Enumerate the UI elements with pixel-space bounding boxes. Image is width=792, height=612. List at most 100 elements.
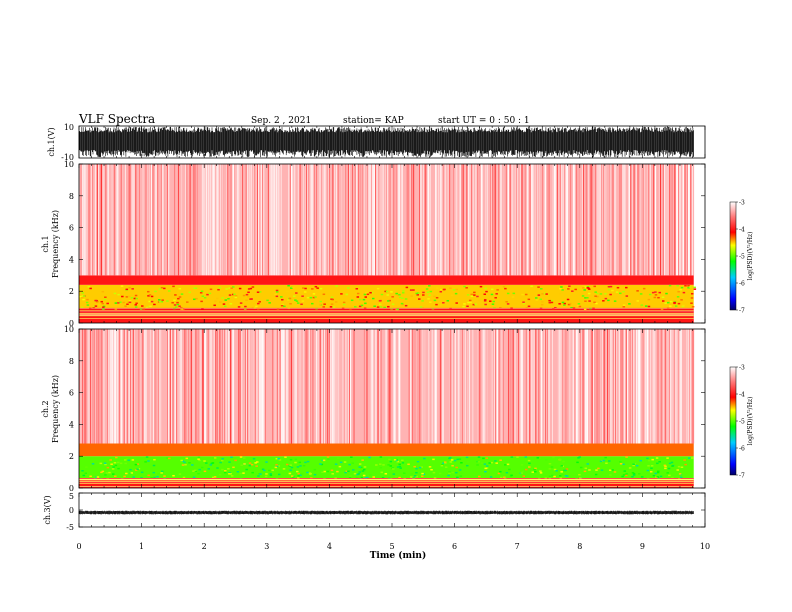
spectrogram-streak <box>645 329 647 444</box>
spectrogram-speckle <box>254 462 257 464</box>
spectrogram-speckle <box>378 300 382 302</box>
spectrogram-speckle <box>234 296 238 299</box>
spectrogram-speckle <box>527 298 531 301</box>
spectrogram-speckle <box>157 473 160 475</box>
spectrogram-streak <box>321 164 323 276</box>
spectrogram-streak <box>564 329 566 444</box>
spectrogram-speckle <box>217 288 220 291</box>
spectrogram-streak <box>372 329 374 444</box>
spectrogram-streak <box>186 164 188 276</box>
spectrogram-streak <box>608 329 610 444</box>
spectrogram-streak <box>574 329 576 444</box>
spectrogram-streak <box>188 329 189 444</box>
spectrogram-streak <box>375 164 377 276</box>
spectrogram-speckle <box>595 469 598 471</box>
spectrogram-streak <box>667 329 670 444</box>
spectrogram-speckle <box>100 471 103 474</box>
spectrogram-streak <box>529 329 530 444</box>
spectrogram-streak <box>154 164 157 276</box>
spectrogram-speckle <box>439 290 443 293</box>
spectrogram-streak <box>145 329 147 444</box>
spectrogram-streak <box>379 329 381 444</box>
waveform-ch3-frame <box>78 492 706 528</box>
spectrogram-streak <box>226 164 228 276</box>
spectrogram-speckle <box>123 459 127 461</box>
spectrogram-streak <box>386 164 387 276</box>
spectrogram-speckle <box>269 473 273 475</box>
spectrogram-speckle <box>176 301 179 304</box>
spectrogram-speckle <box>656 471 660 474</box>
spectrogram-streak <box>527 164 529 276</box>
spectrogram-speckle <box>664 465 667 468</box>
spectrogram-streak <box>201 164 203 276</box>
spectrogram-streak <box>133 329 134 444</box>
spectrogram-streak <box>470 164 472 276</box>
spectrogram-streak <box>512 329 514 444</box>
spectrogram-streak <box>490 164 492 276</box>
spectrogram-speckle <box>440 288 443 291</box>
spectrogram-speckle <box>604 297 608 300</box>
spectrogram-speckle <box>596 295 599 298</box>
spectrogram-speckle <box>571 290 574 292</box>
spectrogram-speckle <box>654 472 657 475</box>
spectrogram-streak <box>191 329 193 444</box>
spectrogram-speckle <box>380 471 384 474</box>
spectrogram-speckle <box>123 475 126 478</box>
spectrogram-speckle <box>619 461 622 463</box>
spectrogram-streak <box>180 329 182 444</box>
spectrogram-speckle <box>587 292 591 295</box>
spectrogram-speckle <box>669 300 673 303</box>
spectrogram-speckle <box>480 462 484 464</box>
spectrogram-speckle <box>274 466 278 469</box>
spectrogram-streak <box>371 329 374 444</box>
spectrogram-speckle <box>224 470 227 472</box>
spectrogram-speckle <box>319 303 322 306</box>
spectrogram-streak <box>153 164 155 276</box>
spectrogram-streak <box>419 329 421 444</box>
spectrogram-speckle <box>520 464 524 466</box>
spectrogram-speckle <box>338 465 342 468</box>
spectrogram-speckle <box>263 469 266 472</box>
spectrogram-speckle <box>294 299 297 301</box>
spectrogram-streak <box>246 329 248 444</box>
spectrogram-streak <box>471 164 472 276</box>
spectrogram-streak <box>575 329 577 444</box>
spectrogram-streak <box>408 329 410 444</box>
colorbar-tick-label: -5 <box>739 419 745 426</box>
y-tick-label: 10 <box>64 160 74 169</box>
y-tick-label: 2 <box>69 287 74 296</box>
spectrogram-speckle <box>625 473 628 475</box>
spectrogram-streak <box>399 329 401 444</box>
spectrogram-speckle <box>358 305 362 308</box>
spectrogram-speckle <box>465 287 468 289</box>
spectrogram-streak <box>634 164 636 276</box>
spectrogram-speckle <box>99 462 103 465</box>
spectrogram-streak <box>239 164 240 276</box>
spectrogram-streak <box>323 164 325 276</box>
spectrogram-streak <box>627 329 629 444</box>
spectrogram-speckle <box>657 470 660 473</box>
spectrogram-streak <box>294 329 297 444</box>
spectrogram-speckle <box>505 471 509 474</box>
spectrogram-streak <box>201 329 203 444</box>
spectrogram-streak <box>347 329 349 444</box>
spectrogram-speckle <box>89 475 92 478</box>
spectrogram-speckle <box>335 285 338 287</box>
spectrogram-speckle <box>248 464 252 467</box>
spectrogram-speckle <box>353 472 357 475</box>
spectrogram-streak <box>319 329 321 444</box>
spectrogram-speckle <box>222 457 225 459</box>
spectrogram-streak <box>167 329 170 444</box>
spectrogram-speckle <box>422 294 425 296</box>
spectrogram-streak <box>166 164 168 276</box>
spectrogram-speckle <box>625 286 628 289</box>
spectrogram-speckle <box>153 303 156 306</box>
spectrogram-streak <box>246 164 248 276</box>
spectrogram-streak <box>584 329 587 444</box>
spectrogram-streak <box>462 329 463 444</box>
spectrogram-streak <box>240 329 243 444</box>
spectrogram-speckle <box>442 302 445 304</box>
spectrogram-speckle <box>568 302 572 305</box>
spectrogram-speckle <box>683 459 686 461</box>
spectrogram-streak <box>596 329 598 444</box>
